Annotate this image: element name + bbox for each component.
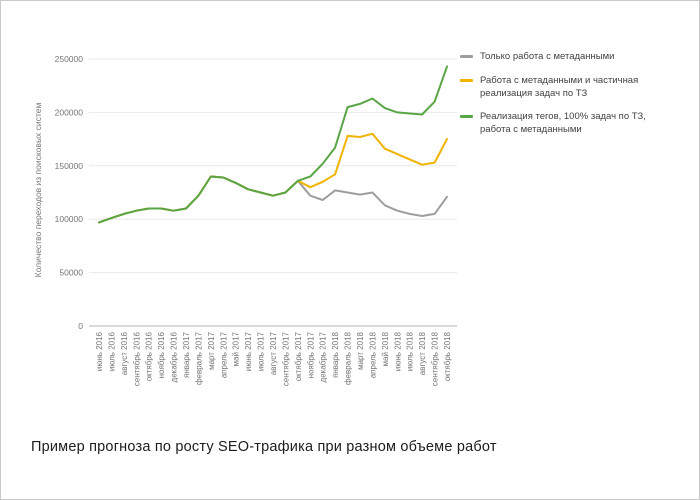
legend-item-0: Только работа с метаданными — [460, 51, 650, 64]
x-tick-label: август 2017 — [269, 331, 278, 375]
y-tick-label: 200000 — [55, 107, 84, 117]
x-tick-label: июль 2017 — [257, 331, 266, 371]
legend-item-1: Работа с метаданными и частичная реализа… — [460, 75, 650, 101]
legend-label: Только работа с метаданными — [480, 51, 615, 62]
legend-swatch-icon — [460, 115, 473, 119]
x-tick-label: июнь 2016 — [95, 331, 104, 371]
x-tick-label: апрель 2017 — [219, 331, 228, 378]
x-tick-label: апрель 2018 — [368, 331, 377, 378]
x-tick-label: август 2016 — [120, 331, 129, 375]
x-tick-label: ноябрь 2016 — [157, 331, 166, 378]
x-tick-label: октябрь 2017 — [294, 331, 303, 381]
chart-legend: Только работа с метаданными Работа с мета… — [460, 51, 650, 137]
legend-label: Работа с метаданными и частичная реализа… — [480, 74, 639, 99]
x-tick-label: декабрь 2017 — [319, 331, 328, 382]
y-tick-label: 250000 — [55, 54, 84, 64]
y-tick-label: 150000 — [55, 161, 84, 171]
x-tick-label: февраль 2017 — [194, 331, 203, 385]
x-tick-label: январь 2018 — [331, 331, 340, 378]
legend-label: Реализация тегов, 100% задач по ТЗ, рабо… — [480, 111, 646, 136]
x-tick-label: май 2017 — [232, 331, 241, 366]
series-line-0 — [98, 175, 448, 224]
legend-item-2: Реализация тегов, 100% задач по ТЗ, рабо… — [460, 111, 650, 137]
x-tick-label: октябрь 2016 — [145, 331, 154, 381]
series-line-2 — [98, 65, 448, 224]
y-tick-label: 100000 — [55, 214, 84, 224]
legend-swatch-icon — [460, 78, 473, 82]
x-tick-label: сентябрь 2018 — [431, 331, 440, 386]
x-tick-label: июль 2018 — [406, 331, 415, 371]
x-tick-label: январь 2017 — [182, 331, 191, 378]
y-tick-label: 0 — [78, 321, 83, 331]
x-tick-label: февраль 2018 — [344, 331, 353, 385]
x-tick-label: июнь 2018 — [393, 331, 402, 371]
x-tick-label: май 2018 — [381, 331, 390, 366]
x-tick-label: март 2018 — [356, 331, 365, 369]
x-tick-label: август 2018 — [418, 331, 427, 375]
legend-swatch-icon — [460, 55, 473, 58]
x-tick-label: сентябрь 2017 — [281, 331, 290, 386]
x-tick-label: сентябрь 2016 — [132, 331, 141, 386]
y-tick-label: 50000 — [59, 268, 83, 278]
x-tick-label: октябрь 2018 — [443, 331, 452, 381]
x-tick-label: июль 2016 — [107, 331, 116, 371]
chart-caption: Пример прогноза по росту SEO-трафика при… — [31, 439, 497, 455]
x-tick-label: июнь 2017 — [244, 331, 253, 371]
x-tick-label: декабрь 2016 — [170, 331, 179, 382]
x-tick-label: ноябрь 2017 — [306, 331, 315, 378]
x-tick-label: март 2017 — [207, 331, 216, 369]
